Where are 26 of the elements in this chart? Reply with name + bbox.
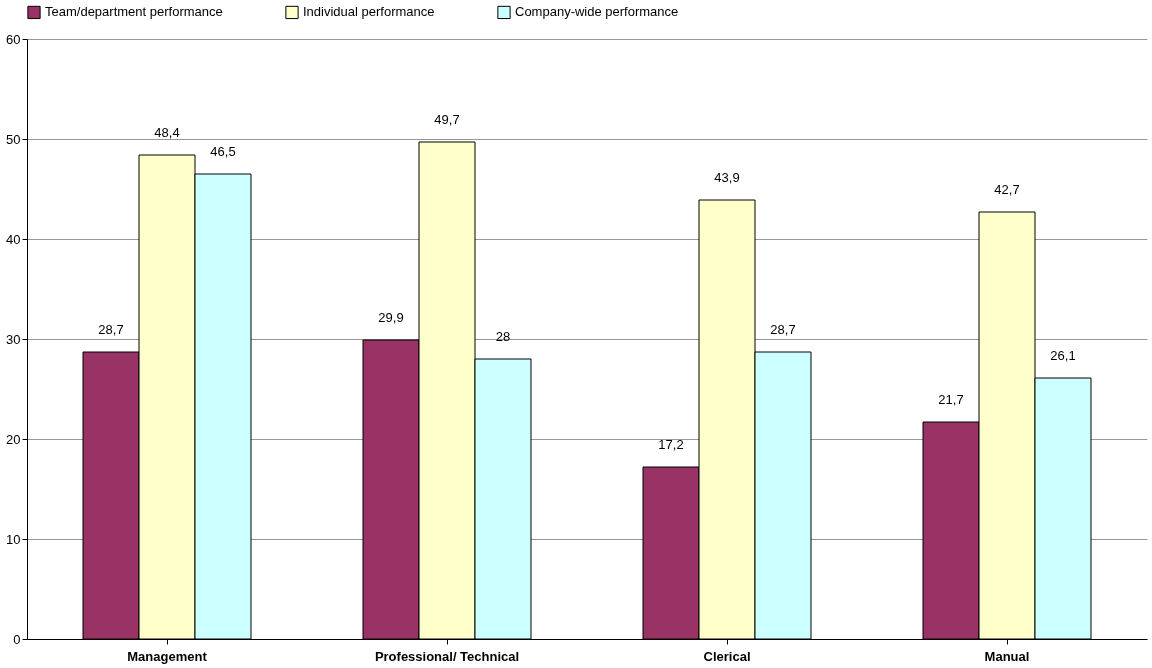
y-tick-label: 30: [6, 331, 21, 347]
y-tick-label: 60: [6, 31, 21, 47]
y-tick-label: 50: [6, 131, 21, 147]
data-label: 43,9: [714, 170, 740, 185]
data-label: 46,5: [210, 144, 236, 159]
data-label: 28: [495, 329, 511, 344]
y-tick-label: 40: [6, 231, 21, 247]
data-label: 26,1: [1050, 348, 1076, 363]
legend-label: Company-wide performance: [515, 4, 679, 20]
legend-label: Team/department performance: [45, 4, 223, 20]
y-tick-label: 0: [13, 631, 21, 647]
x-tick-label: Manual: [984, 648, 1030, 664]
data-label: 21,7: [938, 392, 964, 407]
data-label: 29,9: [378, 310, 404, 325]
legend-label: Individual performance: [303, 4, 435, 20]
y-tick-label: 20: [6, 431, 21, 447]
data-label: 49,7: [434, 112, 460, 127]
y-tick-label: 10: [6, 531, 21, 547]
data-label: 28,7: [770, 322, 796, 337]
data-label: 42,7: [994, 182, 1020, 197]
data-label: 17,2: [658, 437, 684, 452]
x-tick-label: Clerical: [703, 648, 751, 664]
data-label: 28,7: [98, 322, 124, 337]
x-tick-label: Professional/ Technical: [374, 648, 520, 664]
x-tick-label: Management: [127, 648, 208, 664]
data-label: 48,4: [154, 125, 180, 140]
